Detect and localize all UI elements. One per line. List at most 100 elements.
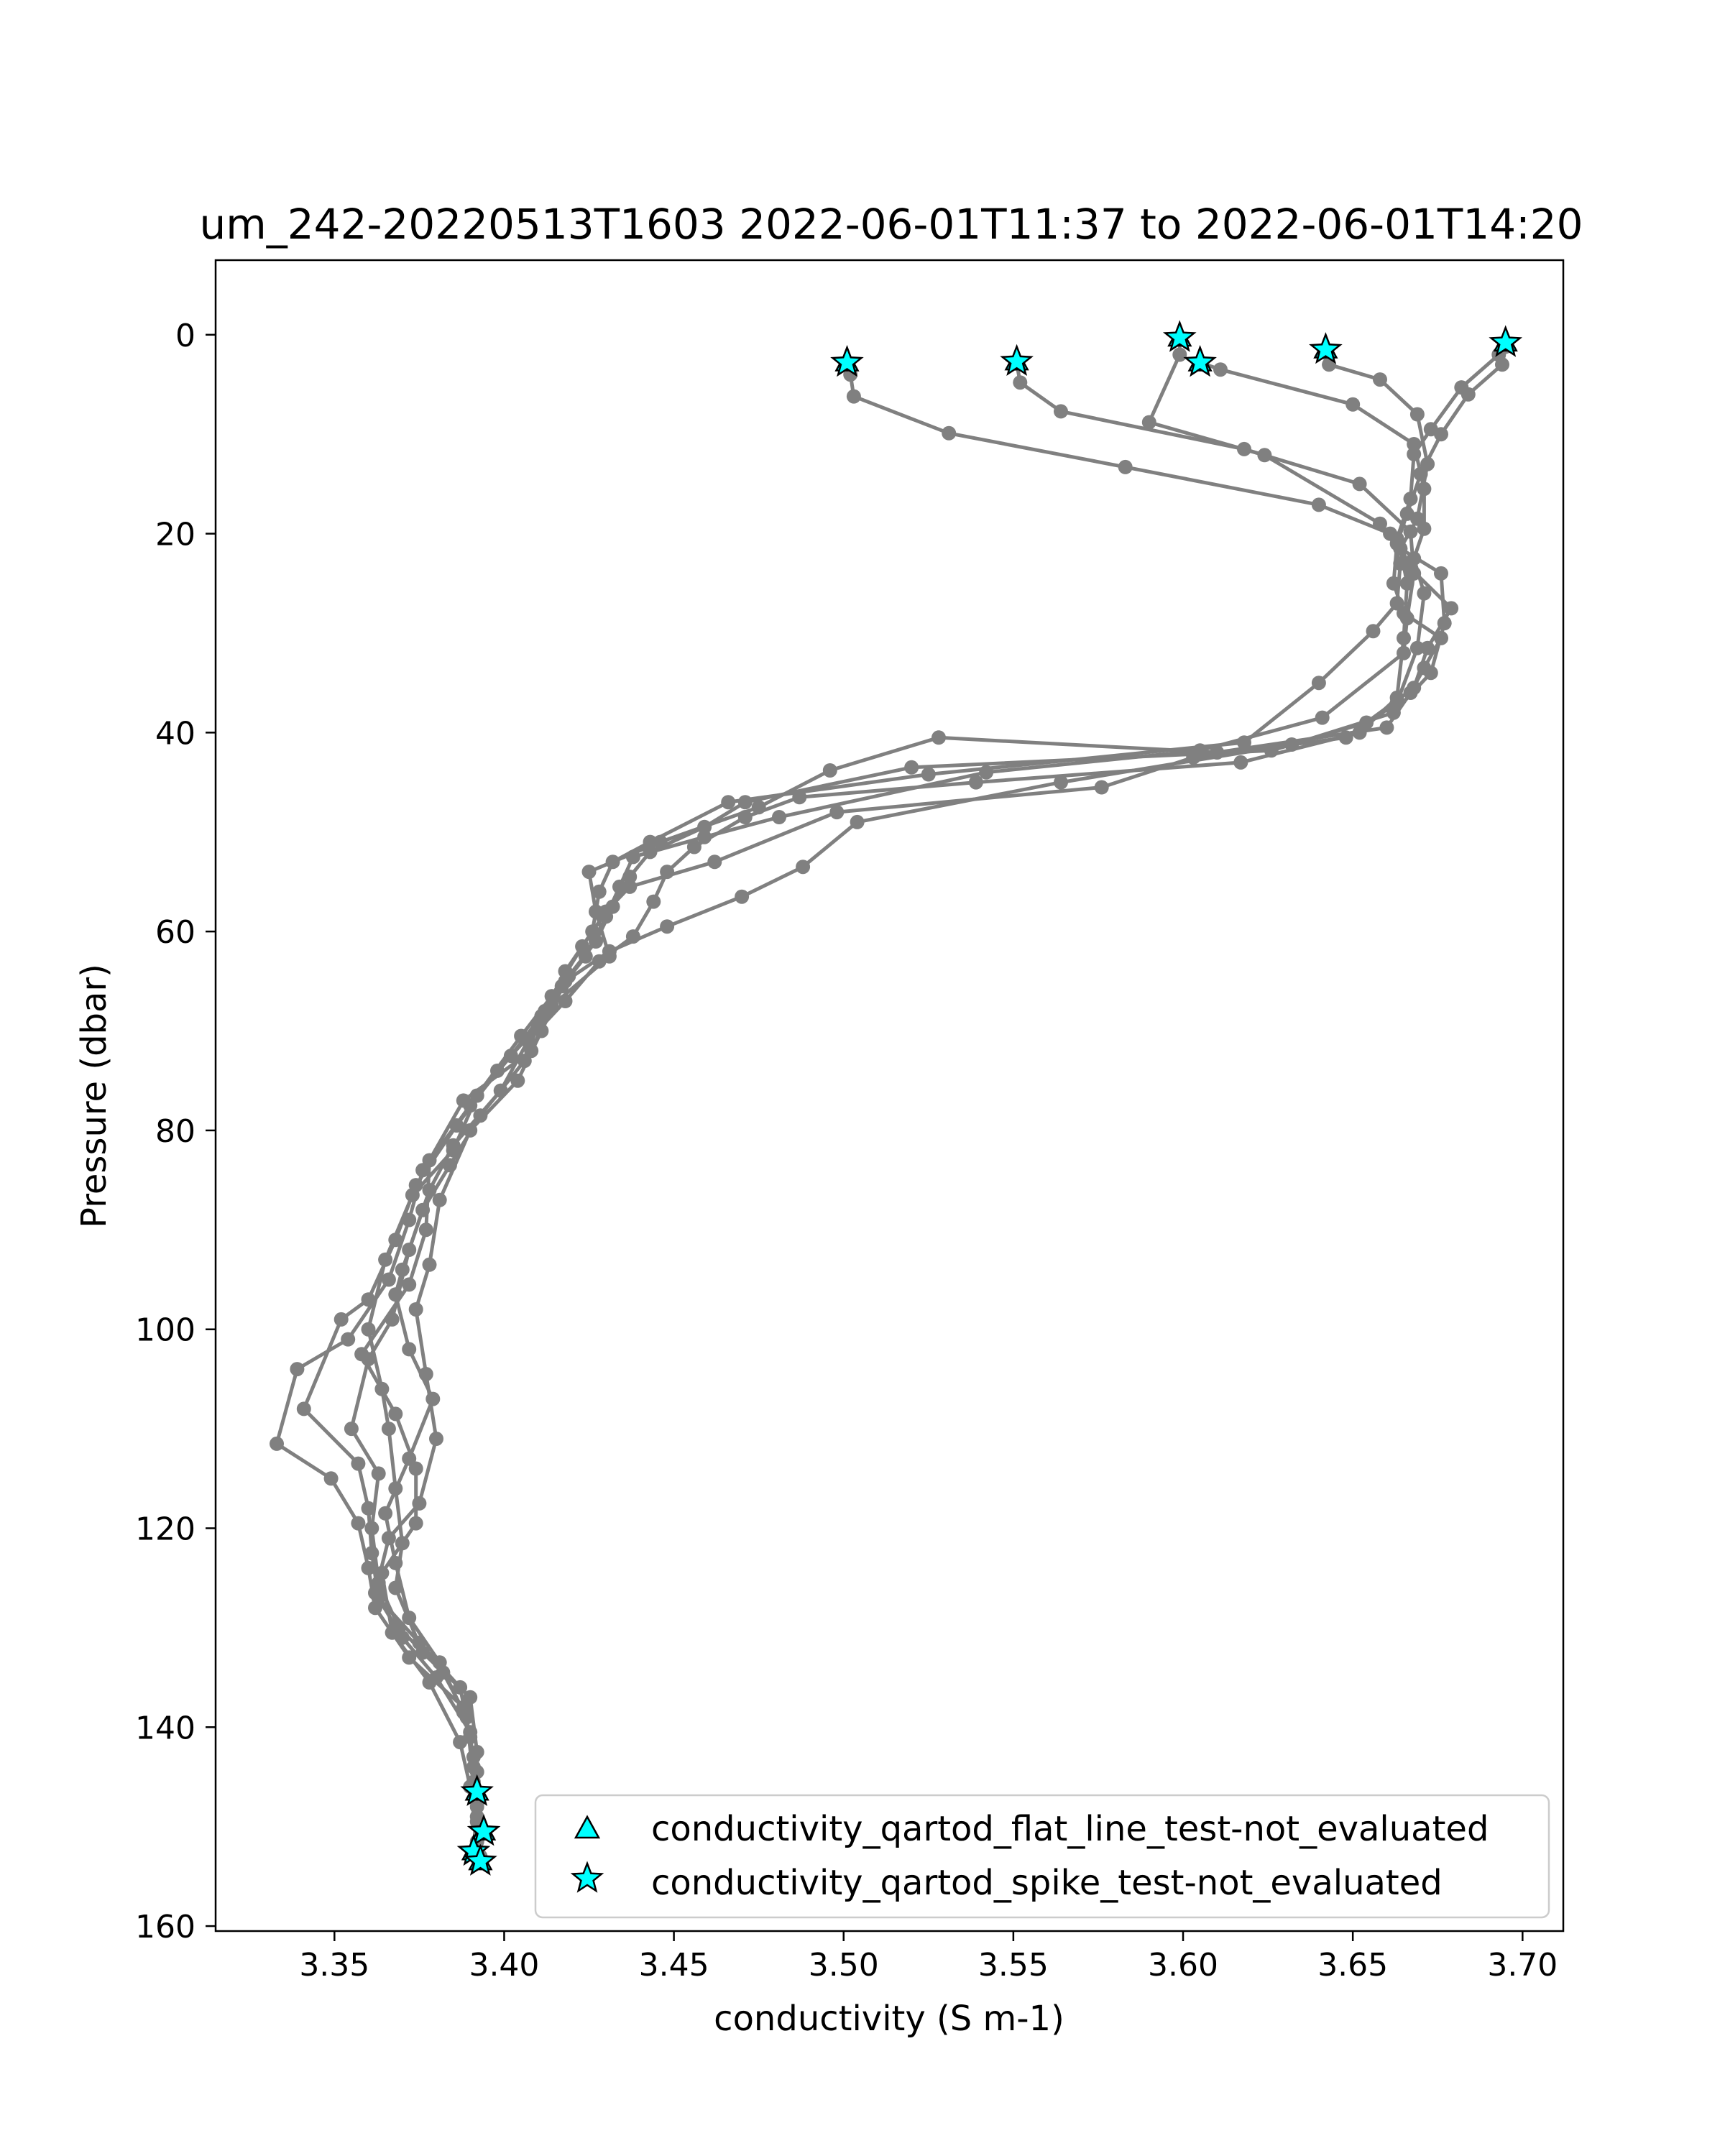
y-tick-label-2: 20 xyxy=(155,517,196,553)
profile-6-point-29 xyxy=(402,1342,417,1357)
profile-1-point-30 xyxy=(351,1516,366,1531)
profile-6-point-5 xyxy=(1407,446,1422,461)
profile-6-point-21 xyxy=(561,969,576,984)
profile-2-point-27 xyxy=(296,1401,311,1416)
profile-4-point-8 xyxy=(1417,586,1432,601)
profile-2-point-10 xyxy=(1315,710,1330,725)
profile-7-point-20 xyxy=(589,904,603,919)
y-tick-label-4: 60 xyxy=(155,914,196,951)
profile-3-point-13 xyxy=(792,790,807,805)
profile-1-point-5 xyxy=(1118,459,1133,474)
profile-7-point-29 xyxy=(388,1406,403,1422)
profile-2-point-12 xyxy=(979,765,994,780)
profile-3-point-8 xyxy=(1397,630,1411,645)
spike-marker-3 xyxy=(1162,320,1197,352)
y-tick-label-5: 80 xyxy=(155,1113,196,1150)
profile-1-point-28 xyxy=(270,1436,284,1451)
x-tick-label-5: 3.55 xyxy=(978,1947,1049,1984)
profile-7-point-19 xyxy=(581,865,597,880)
profile-6-point-25 xyxy=(442,1158,457,1173)
profile-7-point-13 xyxy=(1379,720,1394,735)
profile-4-point-15 xyxy=(707,854,722,870)
profile-7-point-8 xyxy=(1386,576,1401,591)
profile-5-point-11 xyxy=(1386,705,1401,720)
y-axis: 0 20 40 60 80 100 120 140 160 xyxy=(135,318,216,1945)
profile-5-point-27 xyxy=(429,1432,443,1446)
x-tick-label-7: 3.65 xyxy=(1317,1947,1388,1984)
profile-6-point-14 xyxy=(904,760,919,775)
profile-3-point-29 xyxy=(371,1466,386,1481)
profile-6-point-34 xyxy=(402,1611,417,1626)
profile-2-point-5 xyxy=(1352,476,1367,492)
profile-6-point-24 xyxy=(473,1108,488,1123)
profile-7-point-22 xyxy=(544,998,559,1013)
profile-6-point-37 xyxy=(469,1764,484,1779)
profile-1-point-11 xyxy=(1311,676,1326,691)
x-tick-label-1: 3.35 xyxy=(299,1947,369,1984)
profile-7-point-2 xyxy=(1495,357,1509,372)
profile-3-point-30 xyxy=(364,1521,380,1536)
y-tick-label-3: 40 xyxy=(155,715,196,752)
profile-7-point-30 xyxy=(408,1461,423,1476)
profile-1-point-25 xyxy=(381,1272,396,1287)
profile-4-point-27 xyxy=(381,1422,396,1437)
profile-4-point-32 xyxy=(463,1690,478,1705)
profile-6-point-9 xyxy=(1444,601,1459,616)
profile-3-point-2 xyxy=(1172,347,1187,362)
profile-2-point-29 xyxy=(361,1501,376,1516)
spike-marker-1 xyxy=(830,345,864,377)
profile-7-point-21 xyxy=(602,949,617,964)
profile-1-point-13 xyxy=(921,767,936,782)
spike-marker-8 xyxy=(466,1814,501,1846)
y-tick-label-6: 100 xyxy=(135,1312,196,1349)
profile-6-point-35 xyxy=(432,1655,447,1670)
spike-marker-7 xyxy=(460,1774,494,1806)
profile-7-point-15 xyxy=(932,730,946,745)
profile-3-point-17 xyxy=(646,894,661,909)
profile-4-point-3 xyxy=(1346,397,1361,412)
profile-6-point-27 xyxy=(395,1262,410,1277)
y-tick-label-9: 160 xyxy=(135,1909,196,1945)
legend-entry-flat-line-test: conductivity_qartod_flat_line_test-not_e… xyxy=(651,1809,1489,1849)
profile-1-point-6 xyxy=(1311,497,1326,512)
profile-7-point-35 xyxy=(453,1735,468,1750)
profile-5-point-24 xyxy=(422,1257,437,1272)
x-tick-label-8: 3.70 xyxy=(1487,1947,1558,1984)
profile-5-point-25 xyxy=(408,1302,423,1317)
profile-7-point-4 xyxy=(1434,427,1448,442)
profile-4-point-23 xyxy=(405,1187,420,1202)
profile-7-point-18 xyxy=(653,834,668,849)
profile-6-point-32 xyxy=(378,1506,393,1521)
profile-3-point-12 xyxy=(968,775,983,790)
profile-7-point-31 xyxy=(408,1516,423,1531)
plot-layer xyxy=(270,330,1513,1864)
spike-marker-5 xyxy=(1309,332,1343,364)
profile-2-point-2 xyxy=(1013,375,1028,390)
marker-layer xyxy=(456,320,1523,1876)
profile-7-point-25 xyxy=(422,1153,437,1168)
profile-5-point-14 xyxy=(850,814,865,829)
profile-1-point-3 xyxy=(846,389,861,404)
spike-marker-10 xyxy=(464,1843,497,1876)
profile-7-point-34 xyxy=(422,1675,437,1690)
profile-7-point-10 xyxy=(1434,630,1448,645)
profile-7-point-23 xyxy=(524,1044,539,1059)
profile-3-point-4 xyxy=(1257,448,1272,463)
profile-6-point-10 xyxy=(1420,640,1435,655)
chart-title: um_242-20220513T1603 2022-06-01T11:37 to… xyxy=(200,200,1583,249)
profile-7-point-17 xyxy=(751,800,766,815)
profile-7-point-12 xyxy=(1403,686,1418,700)
profile-4-point-13 xyxy=(1094,780,1109,795)
profile-4-point-2 xyxy=(1213,362,1228,377)
profile-6-point-12 xyxy=(1359,715,1374,730)
profile-4-point-20 xyxy=(514,1028,529,1044)
x-axis-label: conductivity (S m-1) xyxy=(714,1999,1064,2039)
profile-2-point-13 xyxy=(772,810,786,824)
y-tick-label-7: 120 xyxy=(135,1511,196,1548)
profile-5-point-23 xyxy=(432,1192,447,1207)
profile-5-point-30 xyxy=(368,1585,382,1600)
profile-1-point-14 xyxy=(721,795,736,810)
profile-2-point-28 xyxy=(351,1456,366,1471)
profile-5-point-8 xyxy=(1434,566,1448,581)
